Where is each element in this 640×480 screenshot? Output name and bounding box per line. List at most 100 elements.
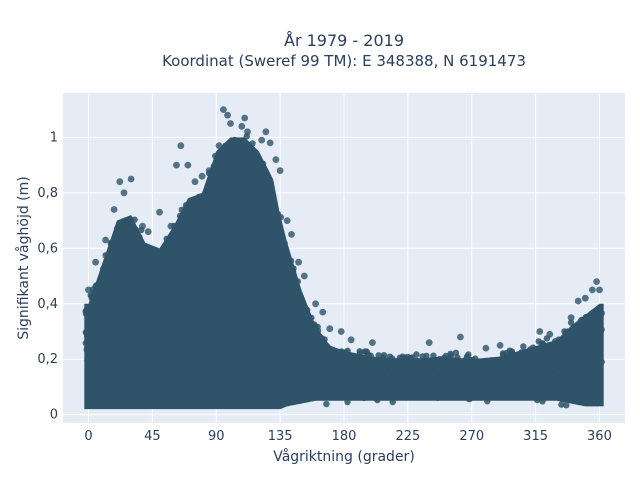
scatter-point — [515, 360, 522, 367]
scatter-point — [241, 355, 248, 362]
scatter-point — [226, 303, 234, 311]
scatter-point — [349, 360, 356, 367]
scatter-point — [482, 373, 489, 381]
scatter-point — [283, 217, 291, 225]
scatter-point — [473, 371, 480, 379]
scatter-point — [210, 162, 217, 170]
scatter-point — [275, 300, 283, 307]
scatter-point — [415, 372, 423, 379]
scatter-point — [556, 368, 563, 375]
scatter-point — [230, 388, 237, 396]
scatter-point — [96, 351, 103, 358]
scatter-point — [574, 297, 582, 305]
scatter-point — [121, 326, 128, 333]
scatter-point — [456, 383, 464, 391]
scatter-point — [344, 398, 351, 406]
scatter-point — [472, 355, 479, 362]
scatter-point — [563, 351, 571, 358]
scatter-point — [405, 367, 412, 374]
scatter-point — [191, 178, 199, 186]
scatter-point — [232, 379, 240, 386]
y-tick-label: 0,6 — [37, 241, 58, 256]
scatter-point — [236, 171, 243, 178]
scatter-point — [447, 352, 455, 359]
scatter-point — [167, 222, 175, 230]
scatter-point — [252, 156, 260, 164]
scatter-point — [480, 361, 488, 368]
scatter-point — [165, 278, 172, 285]
scatter-point — [548, 383, 555, 390]
x-tick-labels: 0 45 90 135 180 225 270 315 360 — [84, 429, 611, 444]
scatter-point — [403, 380, 410, 387]
scatter-point — [226, 383, 234, 391]
scatter-point — [233, 271, 240, 279]
scatter-point — [285, 344, 292, 351]
scatter-point — [539, 398, 546, 405]
scatter-point — [110, 206, 118, 213]
scatter-point — [428, 357, 435, 364]
scatter-point — [313, 345, 320, 352]
scatter-point — [241, 255, 249, 262]
scatter-point — [127, 315, 135, 322]
scatter-point — [197, 392, 204, 400]
scatter-point — [185, 244, 193, 251]
scatter-point — [535, 338, 542, 345]
scatter-point — [296, 295, 304, 302]
scatter-point — [208, 248, 215, 255]
scatter-point — [484, 398, 491, 405]
scatter-point — [177, 142, 185, 150]
scatter-point — [390, 364, 397, 371]
scatter-point — [248, 161, 255, 169]
scatter-point — [314, 392, 321, 399]
scatter-point — [184, 316, 192, 323]
scatter-point — [321, 365, 329, 372]
scatter-point — [100, 308, 108, 315]
scatter-point — [239, 236, 246, 243]
scatter-point — [553, 349, 560, 356]
scatter-point — [228, 234, 235, 242]
scatter-point — [168, 339, 175, 346]
scatter-point — [596, 286, 603, 294]
scatter-point — [435, 382, 443, 389]
scatter-point — [109, 275, 116, 283]
scatter-point — [567, 314, 575, 321]
scatter-point — [224, 242, 231, 250]
scatter-point — [589, 368, 597, 375]
scatter-point — [184, 161, 192, 169]
scatter-point — [345, 387, 352, 394]
scatter-point — [188, 369, 196, 376]
scatter-point — [585, 346, 592, 353]
scatter-point — [346, 372, 353, 379]
scatter-point — [187, 342, 194, 350]
scatter-point — [269, 271, 276, 279]
scatter-point — [200, 363, 207, 371]
scatter-point — [286, 323, 293, 330]
scatter-point — [368, 374, 375, 381]
scatter-point — [82, 310, 90, 317]
scatter-point — [147, 289, 155, 296]
scatter-point — [93, 320, 100, 327]
scatter-point — [82, 339, 90, 347]
scatter-point — [397, 384, 404, 391]
scatter-point — [426, 365, 433, 372]
scatter-point — [529, 346, 537, 353]
scatter-point — [375, 379, 382, 386]
scatter-point — [312, 352, 319, 360]
scatter-point — [567, 355, 575, 362]
scatter-point — [232, 296, 239, 304]
scatter-point — [245, 373, 252, 380]
scatter-point — [127, 352, 134, 359]
y-tick-labels: 0 0,2 0,4 0,6 0,8 1 — [37, 130, 58, 422]
scatter-point — [83, 346, 90, 353]
scatter-point — [283, 336, 291, 344]
scatter-point — [200, 198, 207, 205]
scatter-point — [222, 198, 229, 206]
scatter-point — [199, 279, 206, 286]
scatter-point — [259, 160, 267, 167]
scatter-point — [230, 249, 238, 256]
scatter-point — [213, 234, 220, 241]
scatter-point — [160, 300, 168, 307]
scatter-point — [253, 203, 260, 211]
scatter-point — [539, 381, 546, 389]
